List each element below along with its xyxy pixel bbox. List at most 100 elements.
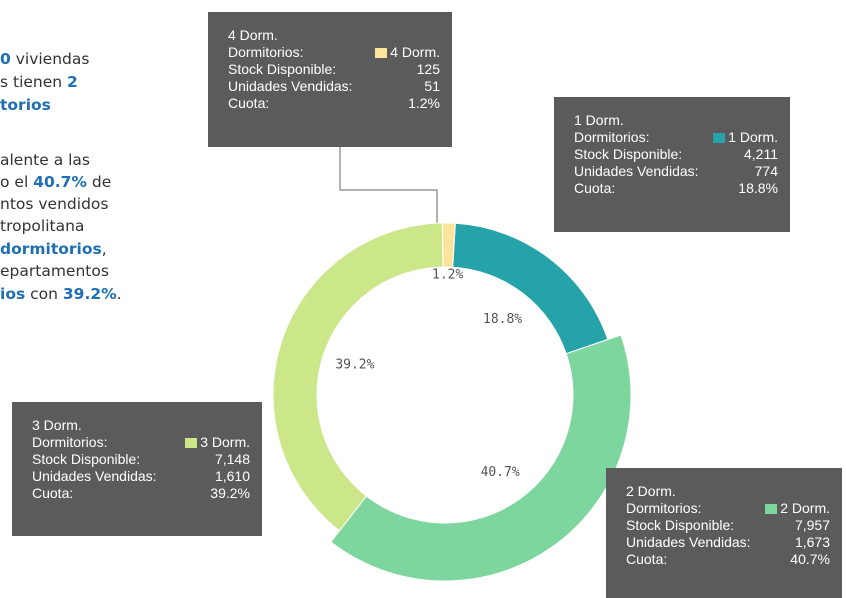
swatch (713, 133, 726, 143)
row-label: Dormitorios: (626, 500, 702, 516)
text: ntos vendidos (0, 195, 109, 213)
donut-slice (452, 222, 609, 355)
row-label: Unidades Vendidas: (32, 468, 157, 484)
row-value-wrap: 1,673 (795, 534, 830, 551)
row-value-wrap: 51 (424, 78, 440, 95)
text: s tienen (0, 73, 68, 91)
row-value: 51 (424, 78, 440, 94)
row-value-wrap: 7,148 (215, 451, 250, 468)
tooltip-row: Cuota: 18.8% (574, 180, 778, 197)
intro-line: tropolitana (0, 217, 84, 235)
tooltip-title: 2 Dorm. (626, 483, 676, 499)
tooltip-row: Stock Disponible: 7,148 (32, 451, 250, 468)
swatch (185, 438, 198, 448)
row-value-wrap: 40.7% (790, 551, 830, 568)
intro-line: torios (0, 96, 51, 114)
text: . (116, 285, 122, 303)
row-value-wrap: 4,211 (744, 146, 778, 163)
text: epartamentos (0, 262, 109, 280)
row-label: Unidades Vendidas: (228, 78, 353, 94)
row-value-wrap: 3 Dorm. (185, 434, 250, 451)
row-value-wrap: 774 (755, 163, 778, 180)
emphasis: dormitorios (0, 240, 102, 258)
tooltip-row: Stock Disponible: 7,957 (626, 517, 830, 534)
tooltip-row: Dormitorios: 4 Dorm. (228, 44, 440, 61)
swatch (375, 48, 388, 58)
intro-line: epartamentos (0, 262, 109, 280)
tooltip-row: Stock Disponible: 4,211 (574, 146, 778, 163)
intro-line: ntos vendidos (0, 195, 108, 213)
row-value: 125 (416, 61, 440, 77)
row-value-wrap: 1,610 (215, 468, 250, 485)
row-value: 18.8% (738, 180, 778, 196)
slice-label: 40.7% (481, 465, 520, 480)
emphasis: 39.2% (62, 285, 117, 303)
text: alente a las (0, 151, 91, 169)
row-value: 4 Dorm. (390, 44, 440, 60)
intro-line: 0 viviendas (0, 50, 89, 68)
donut-slice (272, 222, 444, 532)
row-label: Cuota: (32, 485, 74, 501)
swatch (765, 504, 778, 514)
row-value: 39.2% (210, 485, 250, 501)
row-value: 7,957 (794, 517, 830, 533)
row-value-wrap: 18.8% (738, 180, 778, 197)
row-value-wrap: 125 (417, 61, 440, 78)
tooltip-row: Stock Disponible: 125 (228, 61, 440, 78)
text: de (86, 173, 112, 191)
row-value-wrap: 2 Dorm. (765, 500, 830, 517)
row-label: Cuota: (228, 95, 270, 111)
row-label: Dormitorios: (32, 434, 108, 450)
slice-label: 39.2% (335, 357, 374, 372)
row-value-wrap: 7,957 (795, 517, 830, 534)
emphasis: 40.7% (33, 173, 87, 191)
intro-line: dormitorios, (0, 240, 107, 258)
row-value-wrap: 39.2% (210, 485, 250, 502)
tooltip: 1 Dorm. Dormitorios: 1 Dorm. Stock Disponib… (554, 97, 790, 232)
slice-label: 1.2% (432, 268, 463, 283)
text: tropolitana (0, 217, 85, 235)
row-label: Stock Disponible: (228, 61, 337, 77)
row-label: Cuota: (626, 551, 668, 567)
tooltip-row: Unidades Vendidas: 1,673 (626, 534, 830, 551)
row-value: 4,211 (744, 146, 778, 162)
intro-line: s tienen 2 (0, 73, 78, 91)
text: o el (0, 173, 34, 191)
tooltip-row: Dormitorios: 3 Dorm. (32, 434, 250, 451)
tooltip-row: Cuota: 40.7% (626, 551, 830, 568)
text: con (25, 285, 63, 303)
row-label: Cuota: (574, 180, 616, 196)
row-label: Dormitorios: (574, 129, 650, 145)
row-value: 1 Dorm. (728, 129, 778, 145)
tooltip: 4 Dorm. Dormitorios: 4 Dorm. Stock Disponib… (208, 12, 452, 147)
tooltip-row: Dormitorios: 1 Dorm. (574, 129, 778, 146)
intro-line: ios con 39.2%. (0, 285, 122, 303)
row-value-wrap: 1.2% (408, 95, 440, 112)
tooltip-row: Dormitorios: 2 Dorm. (626, 500, 830, 517)
intro-text: 0 viviendas s tienen 2 torios alente a l… (0, 0, 200, 340)
row-label: Unidades Vendidas: (574, 163, 699, 179)
text: , (101, 240, 107, 258)
row-value: 2 Dorm. (780, 500, 830, 516)
row-value: 774 (754, 163, 778, 179)
row-label: Stock Disponible: (574, 146, 683, 162)
emphasis: 0 (0, 50, 11, 68)
row-label: Stock Disponible: (626, 517, 735, 533)
tooltip-row: Cuota: 1.2% (228, 95, 440, 112)
row-value-wrap: 4 Dorm. (375, 44, 440, 61)
tooltip-title: 1 Dorm. (574, 112, 624, 128)
tooltip-row: Unidades Vendidas: 51 (228, 78, 440, 95)
row-value: 3 Dorm. (200, 434, 250, 450)
row-value: 1,610 (214, 468, 250, 484)
text: viviendas (10, 50, 90, 68)
row-label: Unidades Vendidas: (626, 534, 751, 550)
tooltip-title: 4 Dorm. (228, 27, 278, 43)
tooltip-row: Unidades Vendidas: 774 (574, 163, 778, 180)
row-value: 1,673 (794, 534, 830, 550)
row-label: Stock Disponible: (32, 451, 141, 467)
emphasis: 2 (67, 73, 78, 91)
row-value: 7,148 (214, 451, 250, 467)
tooltip: 2 Dorm. Dormitorios: 2 Dorm. Stock Disponib… (606, 468, 842, 598)
